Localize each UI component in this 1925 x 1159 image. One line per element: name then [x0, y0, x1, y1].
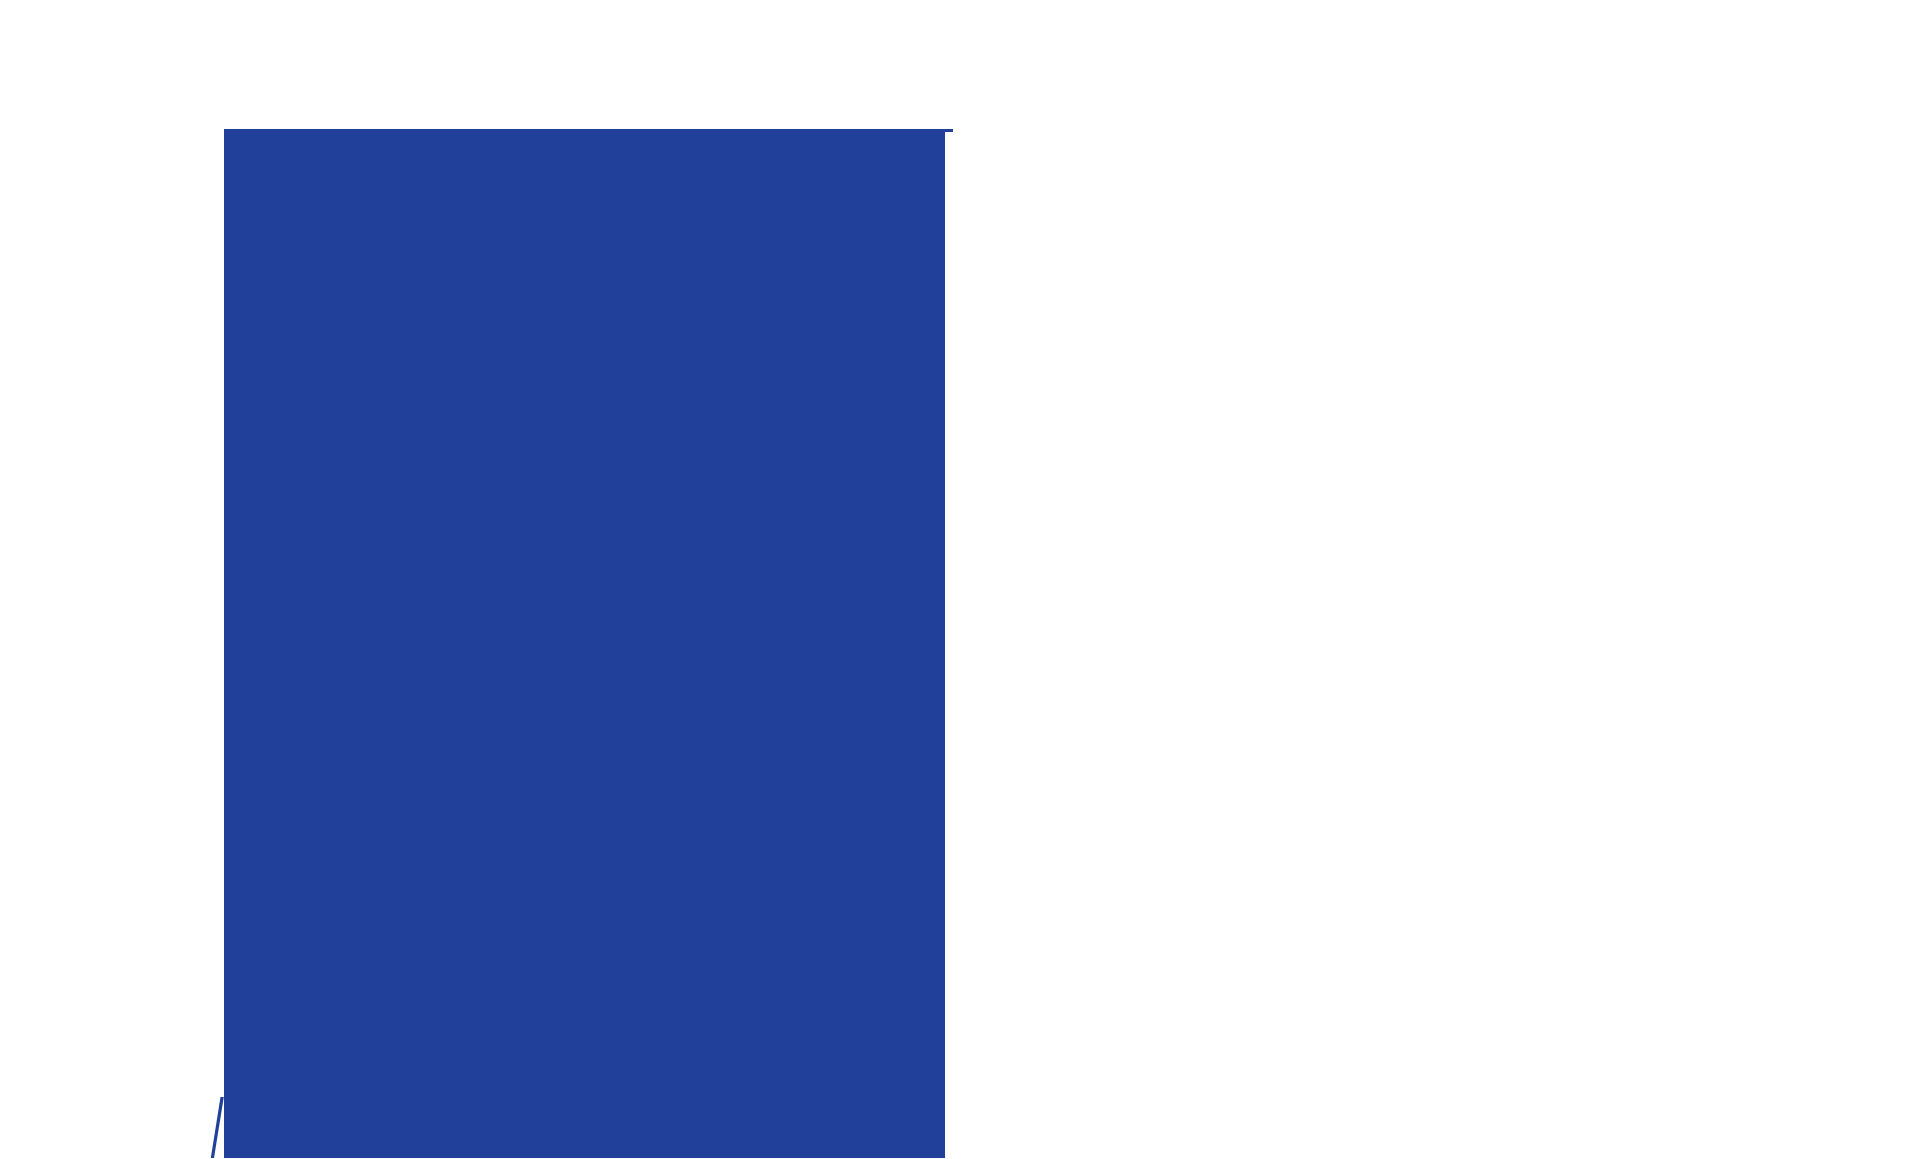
blue-diagonal-stroke — [210, 1097, 224, 1158]
blue-main-rectangle — [224, 129, 945, 1158]
blue-top-right-tab — [945, 129, 953, 132]
